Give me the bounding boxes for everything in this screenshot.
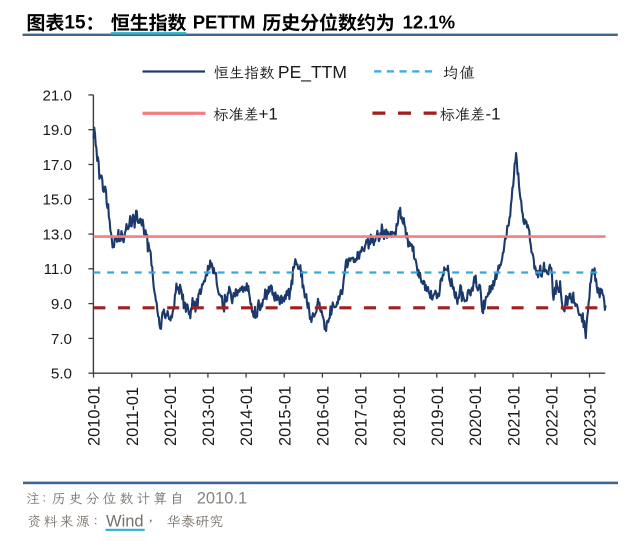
svg-text:2021-01: 2021-01: [505, 386, 523, 446]
svg-text:Wind: Wind: [106, 512, 144, 530]
svg-text:-1: -1: [486, 105, 501, 124]
svg-text:2015-01: 2015-01: [276, 386, 294, 446]
svg-text:2014-01: 2014-01: [238, 386, 256, 446]
svg-text:21.0: 21.0: [42, 87, 72, 104]
svg-text:2023-01: 2023-01: [582, 386, 600, 446]
svg-text:2019-01: 2019-01: [429, 386, 447, 446]
svg-text:12.1%: 12.1%: [403, 12, 455, 33]
svg-text:15.0: 15.0: [42, 192, 72, 209]
svg-text:2011-01: 2011-01: [124, 387, 142, 446]
svg-text:2010-01: 2010-01: [86, 386, 104, 446]
svg-text:PE_TTM: PE_TTM: [278, 62, 347, 83]
svg-text:13.0: 13.0: [42, 226, 72, 243]
svg-text:19.0: 19.0: [42, 122, 72, 139]
svg-text:2017-01: 2017-01: [353, 386, 371, 446]
svg-text:2020-01: 2020-01: [467, 386, 485, 446]
svg-text:9.0: 9.0: [51, 296, 72, 313]
svg-text:15: 15: [64, 13, 86, 34]
svg-text:5.0: 5.0: [51, 366, 72, 383]
svg-text:2022-01: 2022-01: [543, 386, 561, 446]
svg-text:7.0: 7.0: [51, 331, 72, 348]
svg-text:2010.1: 2010.1: [197, 490, 247, 508]
svg-text:2018-01: 2018-01: [391, 386, 409, 446]
svg-text:2013-01: 2013-01: [200, 386, 218, 446]
svg-text:2012-01: 2012-01: [162, 386, 180, 446]
svg-text:2016-01: 2016-01: [315, 386, 333, 446]
svg-text:+1: +1: [259, 105, 278, 124]
svg-text:17.0: 17.0: [42, 157, 72, 174]
svg-text:11.0: 11.0: [44, 261, 72, 278]
svg-text:PETTM: PETTM: [193, 12, 256, 33]
